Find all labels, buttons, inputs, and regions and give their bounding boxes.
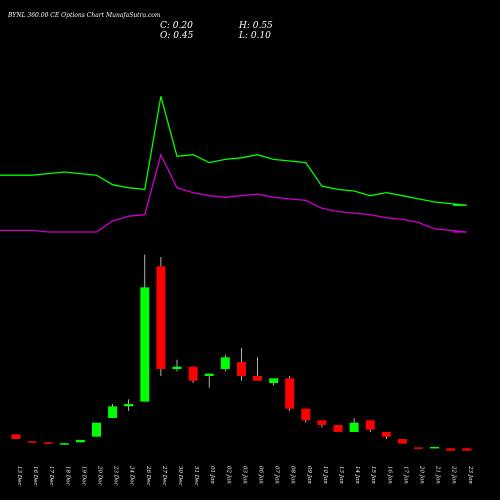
candle [27, 441, 37, 443]
candle-body [124, 404, 134, 407]
indicator-line-1 [0, 96, 467, 206]
candle [397, 439, 407, 444]
candle [365, 420, 375, 432]
candle [333, 425, 343, 432]
candle [253, 357, 262, 381]
candle [317, 420, 327, 428]
x-tick-label: 22 Jan [451, 465, 457, 484]
candle-body [172, 366, 182, 369]
x-tick-label: 23 Dec [113, 465, 119, 486]
candle-body [381, 432, 391, 437]
candle-body [414, 447, 423, 449]
candle [124, 399, 134, 411]
candle-body [75, 439, 85, 443]
x-tick-label: 21 Jan [435, 465, 441, 484]
candle [59, 443, 69, 445]
x-tick-label: 13 Jan [338, 466, 344, 484]
candle-body [349, 422, 359, 432]
x-tick-label: 31 Dec [193, 466, 199, 486]
x-tick-label: 14 Jan [354, 466, 360, 484]
candle-body [220, 357, 230, 369]
chart-title: BYNL 360.00 CE Options Chart MunafaSutra… [7, 12, 161, 19]
candle-body [43, 442, 53, 444]
candle-body [59, 443, 69, 445]
candle-body [92, 422, 101, 437]
x-axis-labels: 13 Dec 16 Dec 17 Dec 18 Dec 19 Dec 20 Dec 23 D… [16, 465, 473, 486]
candle-body [430, 446, 440, 449]
x-tick-label: 19 Dec [80, 466, 86, 486]
x-tick-label: 16 Jan [386, 466, 392, 484]
x-tick-label: 23 Jan [467, 465, 473, 484]
candle [446, 448, 456, 451]
x-tick-label: 20 Jan [419, 465, 425, 484]
candle-body [140, 287, 150, 402]
x-tick-label: 02 Jan [225, 466, 231, 484]
candle [75, 439, 85, 443]
x-tick-label: 16 Dec [32, 466, 38, 486]
candle-body [397, 439, 407, 444]
candle [285, 376, 295, 411]
candle-body [317, 420, 327, 425]
candle-body [188, 366, 198, 381]
open-label: O: 0.45 [160, 31, 194, 41]
candle [381, 432, 391, 439]
x-tick-label: 18 Dec [64, 466, 70, 486]
x-tick-label: 06 Jan [258, 466, 264, 484]
candle [269, 378, 279, 386]
x-tick-label: 27 Dec [161, 465, 167, 486]
candles [11, 254, 472, 451]
candle [140, 254, 150, 402]
x-tick-label: 13 Dec [16, 466, 22, 486]
x-tick-label: 10 Jan [322, 466, 328, 484]
x-tick-label: 07 Jan [274, 466, 280, 484]
high-label: H: 0.55 [238, 21, 273, 31]
x-tick-label: 09 Jan [306, 466, 312, 484]
candle [301, 408, 311, 423]
x-tick-label: 08 Jan [290, 466, 296, 484]
x-tick-label: 20 Dec [97, 465, 103, 486]
x-tick-label: 24 Dec [129, 465, 135, 486]
indicator-lines [0, 96, 467, 233]
low-label: L: 0.10 [238, 31, 271, 41]
candle [204, 373, 214, 388]
candle-body [236, 362, 246, 376]
candle [430, 446, 440, 449]
candle [414, 447, 423, 449]
candle-body [108, 406, 118, 418]
candle-body [462, 448, 472, 451]
candle-body [27, 441, 37, 443]
candle [172, 359, 182, 372]
candle [236, 348, 246, 381]
candle [349, 418, 359, 432]
candle-body [204, 373, 214, 376]
candle [220, 355, 230, 372]
candle-body [269, 378, 279, 383]
candle [188, 366, 198, 383]
candle [462, 448, 472, 451]
x-tick-label: 01 Jan [209, 466, 215, 484]
indicator-line-2 [0, 152, 467, 233]
candle [92, 422, 101, 437]
candle-body [333, 425, 343, 432]
candle [43, 442, 53, 444]
x-tick-label: 15 Jan [370, 466, 376, 484]
candle-body [446, 448, 456, 451]
candle-body [365, 420, 375, 430]
close-label: C: 0.20 [160, 21, 193, 31]
candle [11, 434, 21, 439]
candle [156, 257, 166, 376]
candle-body [11, 434, 21, 439]
candle [108, 404, 118, 418]
x-tick-label: 30 Dec [177, 466, 183, 486]
candle-body [285, 378, 295, 409]
x-tick-label: 17 Dec [48, 466, 54, 486]
candle-body [156, 266, 166, 369]
x-tick-label: 03 Jan [241, 466, 247, 484]
candle-body [253, 376, 262, 381]
candle-body [301, 408, 311, 421]
x-tick-label: 26 Dec [145, 465, 151, 486]
x-tick-label: 17 Jan [402, 466, 408, 484]
